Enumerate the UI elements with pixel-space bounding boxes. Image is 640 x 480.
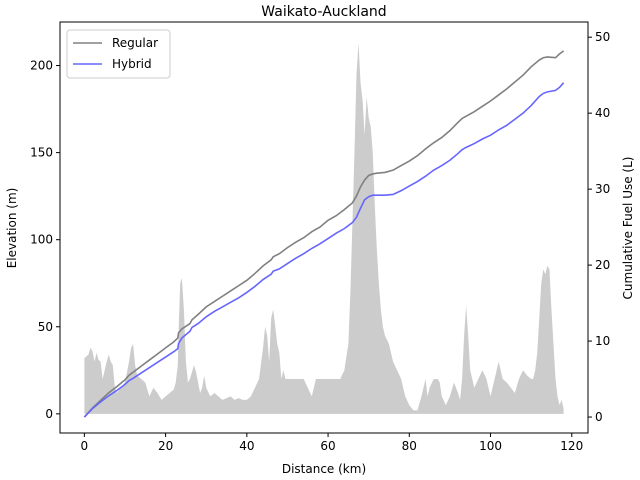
left-y-axis: 0 50 100 150 200 <box>30 59 60 421</box>
series-line-hybrid <box>83 82 565 418</box>
x-axis-title: Distance (km) <box>282 462 366 476</box>
right-y-tick-label: 10 <box>595 334 610 348</box>
x-tick-label: 100 <box>479 439 502 453</box>
right-y-axis-title: Cumulative Fuel Use (L) <box>621 157 635 300</box>
series-line-regular <box>83 50 565 418</box>
right-y-tick-label: 30 <box>595 182 610 196</box>
left-y-tick-label: 100 <box>30 233 53 247</box>
x-tick-label: 80 <box>402 439 417 453</box>
x-tick-label: 120 <box>560 439 583 453</box>
elevation-area <box>84 42 564 414</box>
plot-area <box>83 42 565 418</box>
left-y-axis-title: Elevation (m) <box>5 188 19 269</box>
legend-label-hybrid: Hybrid <box>112 57 152 71</box>
x-tick-label: 0 <box>81 439 89 453</box>
x-tick-label: 60 <box>320 439 335 453</box>
x-tick-label: 20 <box>158 439 173 453</box>
left-y-tick-label: 200 <box>30 59 53 73</box>
chart-title: Waikato-Auckland <box>261 4 386 20</box>
x-tick-label: 40 <box>239 439 254 453</box>
legend-box <box>66 29 171 79</box>
right-y-tick-label: 0 <box>595 410 603 424</box>
x-axis: 0 20 40 60 80 100 120 <box>81 433 583 453</box>
right-y-axis: 0 10 20 30 40 50 <box>588 30 610 424</box>
left-y-tick-label: 150 <box>30 146 53 160</box>
left-y-tick-label: 50 <box>38 320 53 334</box>
legend-label-regular: Regular <box>112 36 158 50</box>
plot-frame <box>59 21 589 434</box>
right-y-tick-label: 50 <box>595 30 610 44</box>
right-y-tick-label: 40 <box>595 106 610 120</box>
right-y-tick-label: 20 <box>595 258 610 272</box>
left-y-tick-label: 0 <box>45 407 53 421</box>
legend: Regular Hybrid <box>66 29 171 79</box>
